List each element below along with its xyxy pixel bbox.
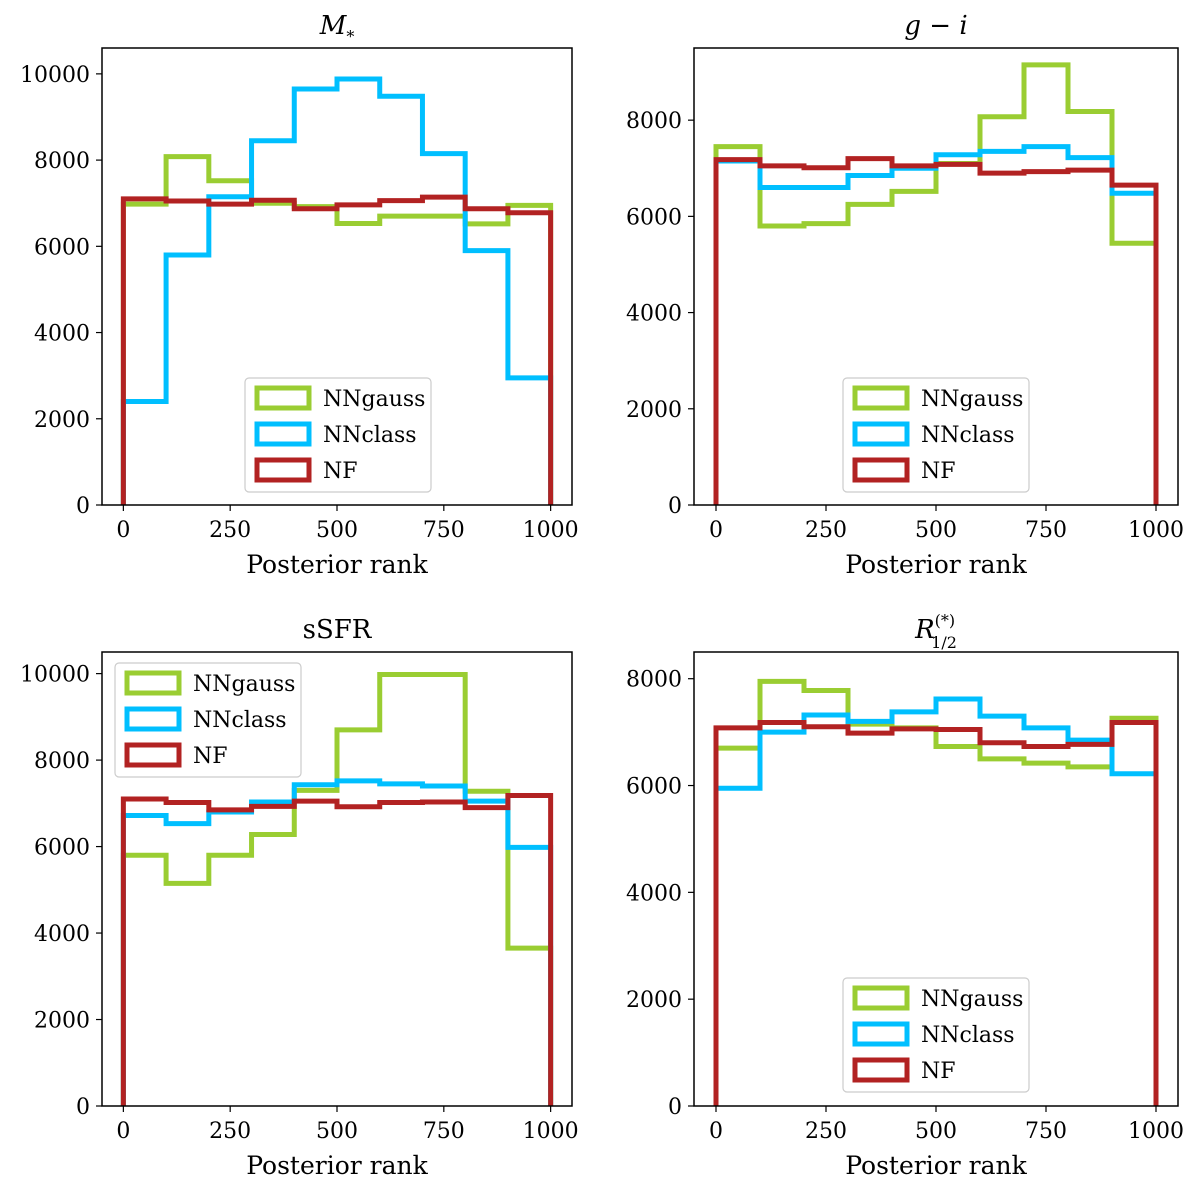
- x-tick-label: 500: [915, 518, 957, 543]
- series-line-nnclass: [713, 144, 1159, 505]
- x-tick-label: 0: [709, 518, 723, 543]
- chart-title-main: R: [914, 615, 935, 645]
- x-tick-label: 750: [1025, 1119, 1067, 1144]
- x-tick-label: 750: [423, 518, 465, 543]
- legend-label-nnclass: NNclass: [921, 1023, 1015, 1048]
- x-axis-label: Posterior rank: [845, 1151, 1027, 1180]
- legend-label-nnclass: NNclass: [921, 423, 1015, 448]
- x-tick-label: 250: [805, 1119, 847, 1144]
- legend-label-nnclass: NNclass: [323, 423, 417, 448]
- chart-title-main: M: [319, 11, 348, 41]
- x-tick-label: 1000: [523, 518, 579, 543]
- y-tick-label: 0: [76, 494, 90, 519]
- x-tick-label: 1000: [1128, 1119, 1184, 1144]
- x-tick-label: 500: [915, 1119, 957, 1144]
- x-tick-label: 250: [805, 518, 847, 543]
- legend-label-nf: NF: [921, 459, 956, 484]
- series-line-nf: [713, 156, 1159, 505]
- legend-label-nngauss: NNgauss: [323, 387, 425, 412]
- legend-swatch-nf: [254, 457, 312, 483]
- chart-panel-1: 0 250 500 750 10000200040006000800010000Post…: [20, 11, 579, 579]
- legend-swatch-nf: [852, 457, 910, 483]
- chart-title: sSFR: [303, 615, 373, 645]
- x-tick-label: 1000: [523, 1119, 579, 1144]
- x-axis-label: Posterior rank: [246, 1151, 428, 1180]
- y-tick-label: 8000: [626, 109, 682, 134]
- series-line-nnclass: [120, 76, 554, 505]
- x-axis-label: Posterior rank: [246, 550, 428, 579]
- legend-label-nf: NF: [193, 744, 228, 769]
- legend-swatch-nf: [852, 1057, 910, 1083]
- series-line-nngauss: [120, 671, 554, 1106]
- y-tick-label: 6000: [34, 235, 90, 260]
- x-tick-label: 750: [423, 1119, 465, 1144]
- y-tick-label: 0: [668, 1095, 682, 1120]
- legend-label-nngauss: NNgauss: [921, 987, 1023, 1012]
- series-line-nnclass: [120, 778, 554, 1106]
- legend-swatch-nngauss: [254, 385, 312, 411]
- chart-title-subscript: *: [346, 27, 354, 46]
- x-axis-label: Posterior rank: [845, 550, 1027, 579]
- series-line-nngauss: [713, 678, 1159, 1106]
- y-tick-label: 4000: [34, 922, 90, 947]
- legend-label-nf: NF: [323, 459, 358, 484]
- y-tick-label: 2000: [626, 988, 682, 1013]
- legend-swatch-nngauss: [852, 385, 910, 411]
- y-tick-label: 4000: [34, 322, 90, 347]
- y-tick-label: 2000: [34, 408, 90, 433]
- chart-title: M*: [319, 11, 355, 46]
- legend: NNgauss NNclass NF: [244, 377, 432, 493]
- legend-label-nf: NF: [921, 1059, 956, 1084]
- legend-swatch-nf: [124, 742, 182, 768]
- legend-swatch-nnclass: [852, 1021, 910, 1047]
- legend-label-nnclass: NNclass: [193, 708, 287, 733]
- y-tick-label: 10000: [20, 663, 90, 688]
- x-tick-label: 1000: [1128, 518, 1184, 543]
- legend-swatch-nnclass: [852, 421, 910, 447]
- x-tick-label: 500: [316, 1119, 358, 1144]
- chart-title: R(*) 1/2: [914, 611, 957, 652]
- y-tick-label: 2000: [626, 398, 682, 423]
- y-tick-label: 4000: [626, 881, 682, 906]
- series-line-nf: [713, 720, 1159, 1106]
- y-tick-label: 8000: [34, 749, 90, 774]
- x-tick-label: 250: [209, 518, 251, 543]
- legend-swatch-nnclass: [254, 421, 312, 447]
- chart-title: g − i: [904, 11, 967, 41]
- y-tick-label: 6000: [626, 205, 682, 230]
- legend-swatch-nngauss: [852, 985, 910, 1011]
- x-tick-label: 0: [116, 518, 130, 543]
- y-tick-label: 8000: [626, 668, 682, 693]
- legend: NNgauss NNclass NF: [114, 662, 302, 778]
- y-tick-label: 4000: [626, 302, 682, 327]
- legend-label-nngauss: NNgauss: [921, 387, 1023, 412]
- x-tick-label: 750: [1025, 518, 1067, 543]
- chart-panel-3: 0 250 500 750 10000200040006000800010000Post…: [20, 615, 579, 1180]
- chart-title-superscript: (*): [935, 611, 955, 630]
- chart-title-subscript: 1/2: [931, 633, 957, 652]
- y-tick-label: 0: [668, 494, 682, 519]
- legend: NNgauss NNclass NF: [842, 377, 1030, 493]
- series-line-nf: [120, 194, 554, 505]
- legend-swatch-nnclass: [124, 706, 182, 732]
- chart-panel-2: 0 250 500 750 1000 0 2000 4000 6000 8000 Posterior…: [626, 11, 1184, 579]
- x-tick-label: 0: [709, 1119, 723, 1144]
- x-tick-label: 500: [316, 518, 358, 543]
- series-line-nnclass: [713, 696, 1159, 1106]
- legend-label-nngauss: NNgauss: [193, 672, 295, 697]
- y-tick-label: 6000: [34, 836, 90, 861]
- y-tick-label: 6000: [626, 775, 682, 800]
- y-tick-label: 8000: [34, 149, 90, 174]
- x-tick-label: 0: [116, 1119, 130, 1144]
- legend: NNgauss NNclass NF: [842, 977, 1030, 1093]
- x-tick-label: 250: [209, 1119, 251, 1144]
- y-tick-label: 2000: [34, 1009, 90, 1034]
- series-line-nf: [120, 793, 554, 1106]
- chart-panel-4: 0 250 500 750 1000 0 2000 4000 6000 8000 Posterior…: [626, 611, 1184, 1180]
- y-tick-label: 0: [76, 1095, 90, 1120]
- y-tick-label: 10000: [20, 63, 90, 88]
- legend-swatch-nngauss: [124, 670, 182, 696]
- series-line-nngauss: [713, 62, 1159, 505]
